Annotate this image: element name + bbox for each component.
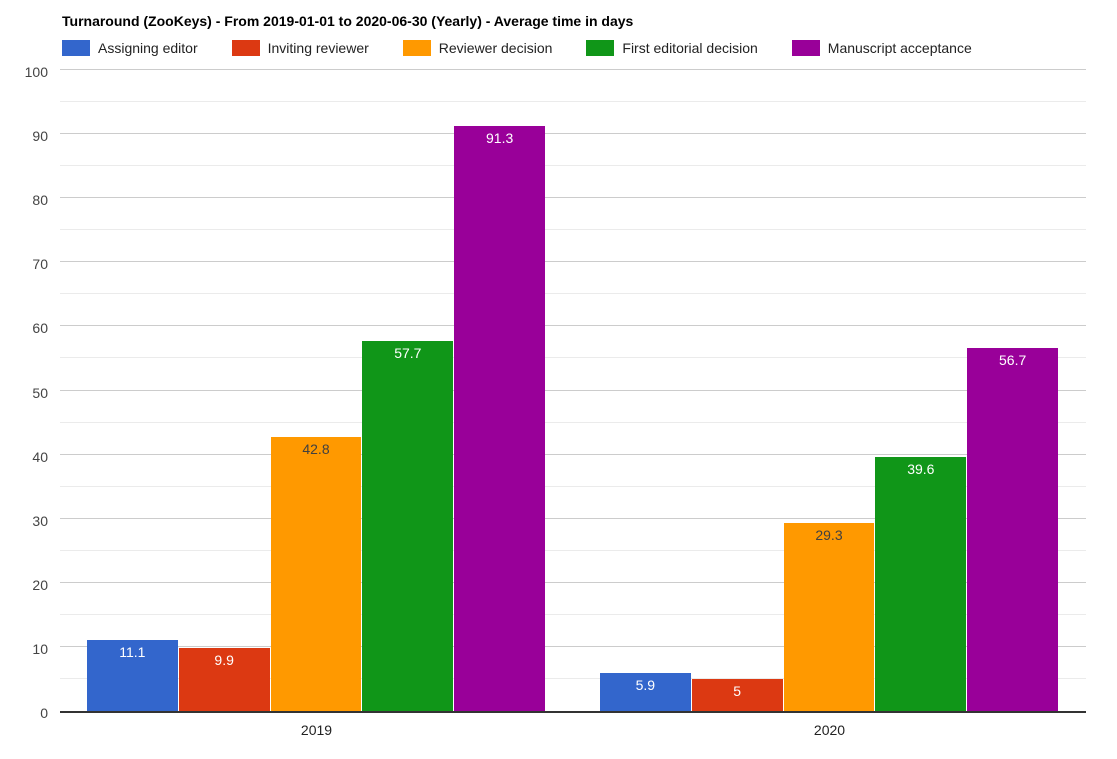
legend: Assigning editor Inviting reviewer Reviewe…: [62, 40, 972, 56]
legend-item-4: Manuscript acceptance: [791, 40, 972, 56]
legend-item-2: Reviewer decision: [402, 40, 553, 56]
x-axis-category-labels: 2019 2020: [0, 722, 1117, 742]
minor-gridline: [60, 101, 1086, 103]
minor-gridline: [60, 165, 1086, 167]
minor-gridline: [60, 229, 1086, 231]
y-tick-label: 40: [32, 448, 48, 465]
legend-item-label: First editorial decision: [622, 40, 758, 56]
bar-2020-inviting-reviewer[interactable]: 5: [691, 678, 783, 711]
y-tick-label: 80: [32, 192, 48, 209]
major-gridline: [60, 133, 1086, 135]
bar-value-label: 11.1: [119, 643, 146, 660]
bar-value-label: 9.9: [214, 651, 234, 668]
y-tick-label: 60: [32, 320, 48, 337]
plot-area: 11.1 5.9 9.9 5 42.8 29.3 57.7 39.6 91.3 56.7: [60, 69, 1086, 713]
minor-gridline: [60, 421, 1086, 423]
major-gridline: [60, 325, 1086, 327]
minor-gridline: [60, 357, 1086, 359]
major-gridline: [60, 517, 1086, 519]
minor-gridline: [60, 677, 1086, 679]
major-gridline: [60, 261, 1086, 263]
bar-value-label: 29.3: [815, 527, 843, 544]
bar-2020-first-editorial-decision[interactable]: 39.6: [875, 457, 967, 711]
y-tick-label: 100: [24, 64, 48, 80]
legend-swatch-icon: [586, 40, 615, 56]
bar-2019-reviewer-decision[interactable]: 42.8: [270, 436, 362, 711]
legend-item-label: Inviting reviewer: [267, 40, 369, 56]
bar-value-label: 42.8: [302, 440, 330, 457]
y-axis-tick-labels: 0 10 20 30 40 50 60 70 80 90 100: [0, 64, 48, 721]
x-category-label: 2019: [300, 722, 333, 738]
bar-value-label: 5: [733, 682, 742, 699]
legend-item-1: Inviting reviewer: [231, 40, 369, 56]
y-tick-label: 20: [32, 576, 48, 593]
legend-swatch-icon: [791, 40, 820, 56]
bar-2019-manuscript-acceptance[interactable]: 91.3: [454, 125, 546, 711]
bar-2019-first-editorial-decision[interactable]: 57.7: [362, 341, 454, 711]
major-gridline: [60, 453, 1086, 455]
legend-item-label: Manuscript acceptance: [827, 40, 972, 56]
y-tick-label: 90: [32, 128, 48, 145]
legend-item-3: First editorial decision: [586, 40, 758, 56]
minor-gridline: [60, 549, 1086, 551]
minor-gridline: [60, 613, 1086, 615]
y-tick-label: 30: [32, 512, 48, 529]
x-category-label: 2020: [813, 722, 846, 738]
legend-item-label: Assigning editor: [98, 40, 198, 56]
chart-title: Turnaround (ZooKeys) - From 2019-01-01 t…: [62, 13, 634, 29]
bar-2020-reviewer-decision[interactable]: 29.3: [783, 523, 875, 711]
legend-swatch-icon: [62, 40, 90, 56]
y-tick-label: 0: [40, 705, 48, 721]
bar-value-label: 39.6: [907, 461, 935, 478]
major-gridline: [60, 645, 1086, 647]
bar-2019-assigning-editor[interactable]: 11.1: [86, 639, 178, 711]
bar-2019-inviting-reviewer[interactable]: 9.9: [178, 647, 270, 711]
legend-item-label: Reviewer decision: [438, 40, 553, 56]
y-tick-label: 70: [32, 256, 48, 273]
major-gridline: [60, 581, 1086, 583]
bar-value-label: 57.7: [394, 345, 422, 362]
bar-value-label: 56.7: [999, 351, 1027, 368]
bar-2020-assigning-editor[interactable]: 5.9: [599, 673, 691, 711]
legend-item-0: Assigning editor: [62, 40, 198, 56]
bar-value-label: 91.3: [486, 129, 514, 146]
major-gridline: [60, 69, 1086, 70]
bar-value-label: 5.9: [635, 677, 656, 694]
legend-swatch-icon: [402, 40, 431, 56]
minor-gridline: [60, 485, 1086, 487]
bar-2020-manuscript-acceptance[interactable]: 56.7: [967, 347, 1059, 711]
y-tick-label: 10: [32, 640, 48, 657]
major-gridline: [60, 389, 1086, 391]
major-gridline: [60, 197, 1086, 199]
y-tick-label: 50: [32, 384, 48, 401]
minor-gridline: [60, 293, 1086, 295]
legend-swatch-icon: [231, 40, 260, 56]
